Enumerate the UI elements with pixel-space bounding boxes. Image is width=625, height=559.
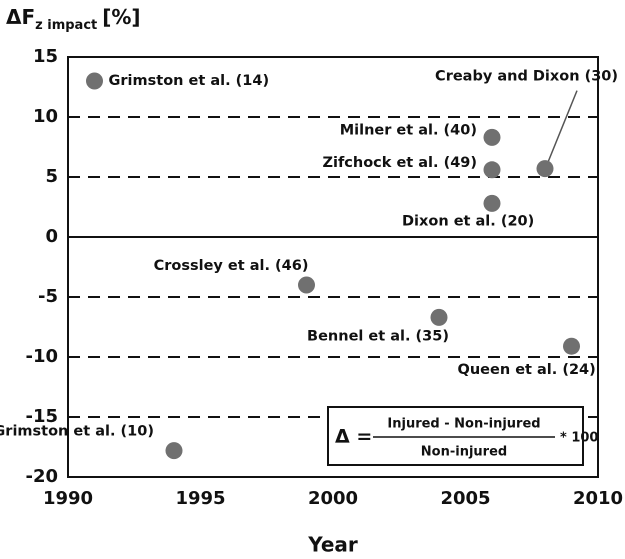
point-label: Zifchock et al. (49) (322, 155, 477, 171)
x-tick-label: 1995 (175, 488, 225, 509)
y-tick-label: -20 (25, 466, 58, 487)
point (483, 128, 501, 146)
point (298, 276, 315, 294)
point (86, 72, 103, 90)
point (563, 337, 580, 355)
point (483, 161, 501, 179)
y-axis-title-main: ΔF (6, 5, 35, 29)
point-label: Milner et al. (40) (340, 122, 477, 138)
formula-frame (327, 406, 584, 466)
x-tick-label: 1990 (43, 488, 93, 509)
formula-numerator: Injured - Non-injured (387, 417, 540, 432)
formula-box: Δ = Injured - Non-injured Non-injured * … (327, 406, 598, 466)
y-axis-title: ΔFz impact [%] (6, 5, 141, 33)
point (165, 442, 183, 460)
y-tick-label: 0 (45, 226, 58, 247)
leader-line (546, 90, 578, 165)
y-axis-title-sub: z impact (35, 18, 97, 33)
y-tick-label: 10 (33, 106, 58, 127)
point-label: Bennel et al. (35) (307, 328, 449, 344)
point-label: Crossley et al. (46) (154, 258, 309, 274)
formula-factor: * 100 (560, 431, 598, 446)
y-tick-label: -15 (25, 406, 58, 427)
point (430, 308, 448, 326)
x-tick-label: 2000 (308, 488, 358, 509)
x-axis-title: Year (307, 533, 358, 556)
point (536, 160, 554, 178)
y-tick-label: 15 (33, 46, 58, 67)
y-tick-label: -10 (25, 346, 58, 367)
y-tick-label: 5 (45, 166, 58, 187)
x-tick-label: 2005 (440, 488, 490, 509)
point (483, 194, 501, 212)
formula-denominator: Non-injured (421, 445, 507, 460)
x-tick-label: 2010 (573, 488, 623, 509)
formula-lhs: Δ = (335, 426, 372, 448)
plot-frame (67, 56, 599, 478)
point-label: Dixon et al. (20) (402, 213, 534, 229)
point-label: Grimston et al. (10) (0, 424, 154, 440)
point-label: Creaby and Dixon (30) (435, 69, 618, 85)
point-label: Grimston et al. (14) (109, 73, 270, 89)
point-label: Queen et al. (24) (458, 362, 596, 378)
y-axis-title-unit: [%] (102, 5, 140, 29)
y-tick-label: -5 (38, 286, 58, 307)
